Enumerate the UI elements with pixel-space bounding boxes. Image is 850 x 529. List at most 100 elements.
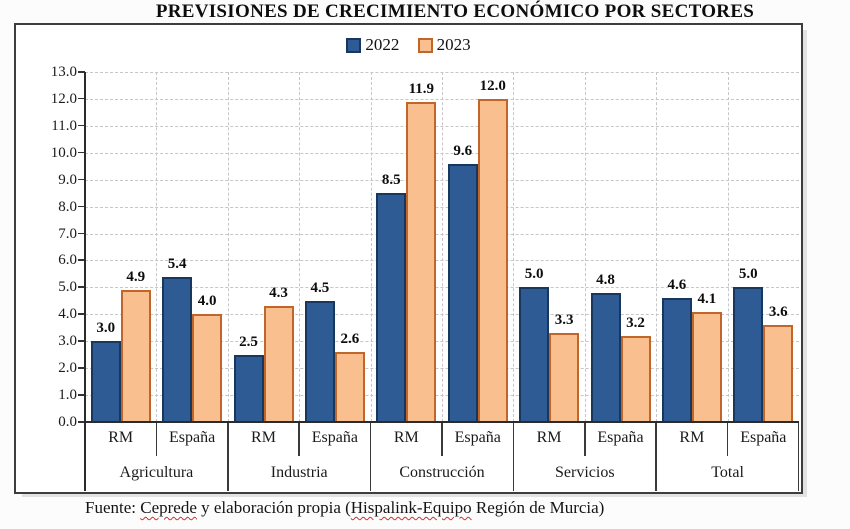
x-axis-separator [726,422,729,456]
y-tick-mark [78,394,85,396]
y-tick-mark [78,340,85,342]
bar-value-label: 9.6 [453,142,473,159]
bar-2022 [519,287,550,422]
x-sector-label: Construcción [399,464,485,481]
y-tick-label: 12.0 [50,90,77,107]
legend-item-2023: 2023 [417,35,471,55]
v-gridline [156,72,158,422]
y-tick-label: 2.0 [58,360,77,377]
x-axis-labels: RM España RM España RM España RM España RM España… [85,422,799,491]
bar-value-label: 5.0 [524,266,544,283]
bar-value-label: 4.5 [310,279,330,296]
legend-label-2023: 2023 [436,35,471,55]
x-region-label: RM [251,429,276,446]
y-tick-label: 0.0 [58,414,77,430]
y-tick-mark [78,259,85,261]
v-gridline [727,72,729,422]
bar-2023 [406,101,437,422]
bar-2022 [590,292,621,422]
x-axis-separator [227,422,229,491]
v-gridline [584,72,586,422]
bar-2022 [733,287,764,422]
v-gridline [513,72,515,422]
y-tick-label: 4.0 [58,306,77,323]
bar-value-label: 12.0 [479,77,506,94]
y-tick-mark [78,286,85,288]
y-tick-mark [78,151,85,154]
y-tick-label: 11.0 [51,117,77,134]
bar-value-label: 11.9 [408,80,435,97]
x-region-label: España [168,429,216,446]
y-tick-mark [78,232,85,235]
x-sector-label: Servicios [555,464,615,481]
source-caption-middle: y elaboración propia ( [196,498,351,517]
x-axis-separator [512,422,515,491]
plot-area: 3.0 5.4 2.5 4.5 8.5 9.6 5.0 4.8 4.6 5.0 4.9 4.0 4.3 2… [85,72,799,422]
y-tick-mark [78,71,85,73]
bar-value-label: 5.4 [167,255,187,272]
x-region-label: España [740,429,787,446]
bar-2023 [477,98,508,422]
v-gridline [370,72,372,422]
x-axis-line [85,421,799,423]
x-axis-right-border [797,422,799,491]
y-tick-label: 3.0 [58,333,77,350]
x-sector-label: Agricultura [119,464,194,481]
bar-value-label: 4.3 [269,285,288,302]
bar-value-label: 3.2 [626,314,645,331]
bar-value-label: 8.5 [381,172,401,189]
bar-2023 [691,311,722,422]
legend-marker-2023-icon [417,37,433,53]
y-tick-mark [78,421,85,423]
bar-value-label: 4.8 [596,271,615,288]
y-tick-mark [78,97,85,100]
source-caption-prefix: Fuente: [85,498,141,517]
bar-2022 [162,276,193,422]
bar-value-label: 3.3 [554,312,574,329]
bar-2022 [90,341,121,422]
bar-2023 [549,333,580,422]
v-gridline [656,72,658,422]
y-tick-mark [78,205,85,208]
v-gridline [227,72,229,422]
bar-2023 [263,306,294,422]
bar-2023 [192,314,223,422]
x-axis-separator [441,422,443,456]
y-tick-label: 10.0 [50,144,77,161]
legend-item-2022: 2022 [346,35,399,55]
y-tick-label: 6.0 [58,252,77,269]
bar-value-label: 5.0 [738,266,758,283]
x-axis-separator [155,422,158,456]
x-axis-separator [298,422,300,456]
x-region-label: España [311,429,358,446]
y-tick-mark [78,367,85,369]
x-sector-label: Industria [270,464,328,481]
bar-value-label: 4.6 [667,277,687,294]
bar-2023 [334,352,365,422]
bar-2022 [661,298,692,422]
bar-2022 [304,300,335,422]
bar-value-label: 2.6 [340,331,360,347]
x-region-label: RM [536,429,562,446]
x-region-label: RM [108,429,134,446]
legend-label-2022: 2022 [365,35,400,55]
bar-value-label: 2.5 [239,333,258,350]
y-tick-label: 7.0 [58,225,77,242]
y-tick-label: 5.0 [58,279,77,296]
bar-2023 [763,325,794,422]
x-axis-separator [655,422,657,491]
x-region-label: España [454,429,501,446]
v-gridline [442,72,443,422]
source-caption-source2: Hispalink-Equipo [350,498,472,517]
y-tick-label: 8.0 [58,198,77,215]
y-axis-line [84,72,86,491]
bar-2023 [120,290,151,422]
source-caption: Fuente: Ceprede y elaboración propia (Hi… [85,498,604,518]
y-tick-mark [78,124,85,127]
x-region-label: RM [393,429,419,446]
x-axis-separator [369,422,372,491]
y-tick-label: 9.0 [58,171,77,188]
legend-marker-2022-icon [346,37,362,53]
x-region-label: RM [679,429,705,446]
chart-title: PREVISIONES DE CRECIMIENTO ECONÓMICO POR… [155,1,755,22]
